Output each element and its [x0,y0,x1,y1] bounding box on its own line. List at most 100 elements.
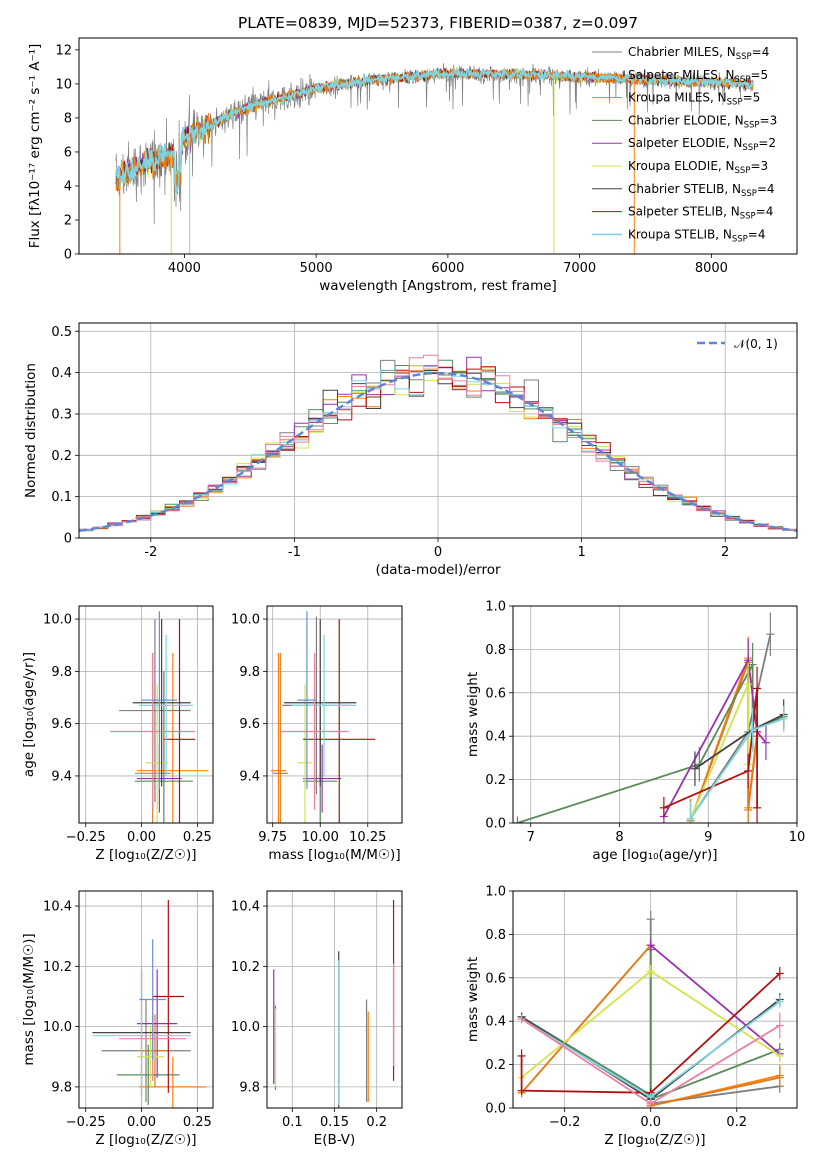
x-tick-label: 10 [789,830,806,845]
x-tick-label: 9.75 [258,830,287,845]
y-axis-label: age [log₁₀(age/yr)] [21,652,37,777]
x-tick-label: 8000 [695,261,728,276]
panel-2: -2 -1 0 1 2 0 0.1 0.2 0.3 0.4 0.5 (data-model)/erro… [23,322,798,578]
panel-3: −0.25 0.00 0.25 9.4 9.6 9.8 10.0 Z [log₁₀(Z/Z☉)… [21,605,214,863]
x-axis-label: Z [log₁₀(Z/Z☉)] [95,1132,196,1148]
y-tick-label: 0.4 [485,1015,506,1030]
axes-frame [512,605,798,824]
weight-line-4 [650,944,781,1055]
y-axis-label: Normed distribution [23,363,39,498]
legend-entry: Chabrier ELODIE, NSSP=3 [628,113,777,130]
x-tick-label: 4000 [168,261,201,276]
axes-frame [78,890,214,1109]
legend-entry: Kroupa MILES, NSSP=5 [628,91,760,108]
x-tick-label: 0.15 [320,1115,349,1130]
y-tick-label: 12 [55,43,72,58]
legend: Chabrier MILES, NSSP=4 Salpeter MILES, NS… [592,45,777,244]
y-tick-label: 0.0 [485,1102,506,1117]
y-tick-label: 1.0 [485,885,506,900]
x-tick-label: 0.0 [640,1115,661,1130]
x-tick-label: 7000 [563,261,596,276]
y-tick-label: 10.0 [43,1020,72,1035]
plot-area [267,606,402,823]
y-tick-label: 8 [64,111,72,126]
y-tick-label: 0.3 [51,407,72,422]
weight-line-3 [521,949,781,1101]
y-tick-label: 10.0 [231,1020,260,1035]
x-tick-label: -1 [288,545,301,560]
y-tick-label: 9.4 [239,769,260,784]
x-tick-label: 8 [615,830,623,845]
weight-line-7 [520,972,781,1094]
y-tick-label: 0.2 [485,1058,506,1073]
y-tick-label: 10.2 [43,960,72,975]
panel-1: 4000 5000 6000 7000 8000 0 2 4 6 8 10 12 wavelength … [27,37,798,294]
y-tick-label: 0.8 [485,928,506,943]
legend-entry: Salpeter STELIB, NSSP=4 [628,205,773,222]
x-tick-label: 2 [721,545,729,560]
x-axis-label: mass [log₁₀(M/M☉)] [268,847,400,863]
y-tick-label: 0.1 [51,490,72,505]
x-tick-label: 0.1 [282,1115,303,1130]
x-tick-label: -2 [144,545,157,560]
plot-area [115,63,754,254]
y-tick-label: 0.5 [51,325,72,340]
x-tick-label: −0.2 [549,1115,581,1130]
plot-area [79,323,797,538]
y-axis-label: mass weight [465,672,481,757]
y-axis-label: Flux [fλ10⁻¹⁷ erg cm⁻² s⁻¹ A⁻¹] [27,44,43,249]
model-spectrum-8 [115,67,754,194]
plot-area [513,606,797,823]
panel-6: −0.25 0.00 0.25 9.8 10.0 10.2 10.4 Z [log₁₀(Z/Z… [21,890,214,1148]
x-tick-label: 10.00 [302,830,339,845]
y-tick-label: 10 [55,77,72,92]
axes-frame [78,37,798,255]
x-axis-label: E(B-V) [314,1132,356,1148]
x-tick-label: 6000 [431,261,464,276]
panel-4: 9.75 10.00 10.25 9.4 9.6 9.8 10.0 mass [log₁₀(M… [231,605,403,863]
legend-entry: 𝒩(0, 1) [734,337,778,351]
x-tick-label: 0.2 [366,1115,387,1130]
y-tick-label: 10.4 [231,900,260,915]
x-axis-label: Z [log₁₀(Z/Z☉)] [95,847,196,863]
x-axis-label: age [log₁₀(age/yr)] [592,847,717,863]
x-axis-label: wavelength [Angstrom, rest frame] [319,278,557,294]
plot-area [79,891,213,1108]
axes-frame [266,605,403,824]
weight-line-8 [689,717,784,820]
plot-area [267,891,402,1108]
y-tick-label: 0.6 [485,971,506,986]
y-tick-label: 0.8 [485,643,506,658]
y-tick-label: 0.4 [485,730,506,745]
x-tick-label: 0.2 [726,1115,747,1130]
axes-frame [78,605,214,824]
y-tick-label: 0.2 [51,449,72,464]
y-tick-label: 1.0 [485,600,506,615]
axes-frame [512,890,798,1109]
y-axis-label: mass [log₁₀(M/M☉)] [21,933,37,1065]
y-tick-label: 10.0 [43,613,72,628]
x-axis-label: Z [log₁₀(Z/Z☉)] [604,1132,705,1148]
plot-area [79,606,213,823]
legend-entry: Chabrier MILES, NSSP=4 [628,45,769,62]
legend-entry: Salpeter MILES, NSSP=5 [628,68,768,85]
y-tick-label: 9.6 [239,717,260,732]
axes-frame [78,322,798,539]
y-tick-label: 0.2 [485,773,506,788]
x-tick-label: 7 [527,830,535,845]
y-tick-label: 9.8 [239,665,260,680]
panel-5: 7 8 9 10 0.0 0.2 0.4 0.6 0.8 1.0 age [log₁₀(age/yr… [465,600,805,864]
x-tick-label: −0.25 [66,1115,106,1130]
normal-reference-curve [79,371,797,532]
x-tick-label: 0.00 [127,1115,156,1130]
weight-line-4 [663,657,767,817]
y-tick-label: 4 [64,179,72,194]
y-tick-label: 0.6 [485,686,506,701]
y-tick-label: 2 [64,213,72,228]
x-tick-label: 1 [577,545,585,560]
legend-entry: Chabrier STELIB, NSSP=4 [628,182,775,199]
x-axis-label: (data-model)/error [375,562,501,578]
panel-8: −0.2 0.0 0.2 0.0 0.2 0.4 0.6 0.8 1.0 Z [log₁₀(Z/Z… [465,885,798,1148]
x-tick-label: 0.25 [183,830,212,845]
